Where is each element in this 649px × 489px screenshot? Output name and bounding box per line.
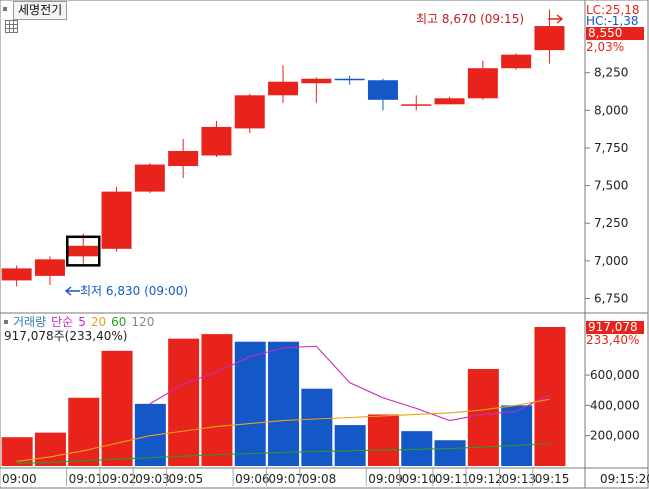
volume-tick-label: 200,000 [590, 429, 640, 443]
high-arrow-icon [548, 14, 564, 24]
time-tick-label: 09:08 [302, 472, 337, 486]
volume-bar [501, 405, 533, 466]
candle-body [168, 150, 199, 167]
volume-bar [268, 341, 300, 466]
price-tick-label: 8,250 [594, 66, 628, 80]
candle-body [101, 191, 132, 249]
low-arrow-icon [64, 286, 80, 296]
ma60-line [16, 442, 550, 465]
time-tick-label: 09:12 [468, 472, 503, 486]
current-price-box: 8,550 [586, 27, 644, 40]
candle-body [467, 68, 498, 99]
time-tick-label: 09:02 [102, 472, 137, 486]
price-tick-label: 7,750 [594, 141, 628, 155]
volume-series [1, 326, 566, 466]
candle-body [268, 81, 299, 96]
volume-tick-label: 400,000 [590, 398, 640, 412]
ma120-legend: 120 [131, 315, 155, 329]
candle-body [1, 268, 32, 281]
price-tick-label: 7,250 [594, 216, 628, 230]
volume-bar [434, 440, 466, 466]
ma5-legend: 5 [78, 315, 86, 329]
volume-panel-menu-icon[interactable] [4, 320, 8, 324]
time-tick-label: 09:01 [69, 472, 104, 486]
volume-bar [367, 414, 399, 466]
hc-label: HC:-1,38 [586, 14, 639, 28]
volume-bar [301, 388, 333, 466]
volume-bar [134, 403, 166, 466]
volume-bar [201, 334, 233, 466]
time-tick-label: 09:09 [368, 472, 403, 486]
time-tick-label: 09:06 [235, 472, 270, 486]
candle-body [367, 80, 398, 100]
ma5-line [149, 345, 550, 422]
volume-current-value: 917,078주(233,40%) [4, 329, 128, 343]
price-axis-ticks: 6,750 7,000 7,250 7,500 7,750 8,000 8,250 [585, 66, 628, 305]
ma20-legend: 20 [90, 315, 107, 329]
volume-bar [68, 397, 100, 466]
time-tick-label: 09:13 [502, 472, 537, 486]
candle-body [68, 245, 99, 257]
ma60-legend: 60 [111, 315, 127, 329]
candle-body [401, 104, 432, 106]
price-tick-label: 7,500 [594, 179, 628, 193]
candlestick-series [1, 9, 565, 287]
cursor-time-label: 09:15:20 [600, 472, 649, 486]
high-annotation: 최고 8,670 (09:15) [416, 12, 525, 26]
time-tick-label: 09:00 [2, 472, 37, 486]
candle-body [301, 78, 332, 84]
candle-body [234, 95, 265, 129]
volume-bar [168, 338, 200, 466]
time-tick-label: 09:15 [535, 472, 570, 486]
candle-body [34, 259, 65, 276]
ma-type-label: 단순 [51, 315, 74, 329]
volume-bar [101, 350, 133, 466]
stock-name-tab[interactable]: 세명전기 [13, 1, 68, 20]
candle-body [334, 78, 365, 81]
volume-current-percent: 233,40% [586, 333, 640, 347]
ma20-line [16, 398, 550, 462]
candle-body [534, 26, 565, 51]
volume-axis-ticks: 200,000 400,000 600,000 [585, 368, 640, 443]
selected-candle-marker [66, 235, 101, 267]
volume-tick-label: 600,000 [590, 368, 640, 382]
volume-bar [534, 326, 566, 466]
change-percent: 2,03% [586, 40, 625, 54]
volume-current-box: 917,078 [586, 321, 644, 334]
time-tick-label: 09:11 [435, 472, 470, 486]
table-view-icon[interactable] [5, 20, 18, 33]
lc-label: LC:25,18 [586, 3, 640, 17]
volume-bar [467, 368, 499, 466]
candle-body [201, 126, 232, 156]
volume-bar [34, 432, 66, 466]
time-tick-label: 09:03 [135, 472, 170, 486]
candle-body [434, 98, 465, 105]
volume-legend: 거래량 단순 5 20 60 120 [13, 315, 159, 329]
candle-body [501, 54, 532, 69]
time-tick-label: 09:05 [169, 472, 204, 486]
volume-legend-name: 거래량 [13, 315, 47, 329]
panel-menu-icon[interactable] [3, 7, 7, 11]
time-tick-label: 09:10 [402, 472, 437, 486]
moving-average-lines [16, 345, 550, 465]
volume-bar [234, 341, 266, 466]
time-tick-label: 09:07 [268, 472, 303, 486]
volume-bar [334, 425, 366, 466]
candle-body [134, 164, 165, 192]
price-tick-label: 6,750 [594, 291, 628, 305]
price-tick-label: 8,000 [594, 103, 628, 117]
low-annotation: 최저 6,830 (09:00) [80, 284, 189, 298]
price-tick-label: 7,000 [594, 254, 628, 268]
